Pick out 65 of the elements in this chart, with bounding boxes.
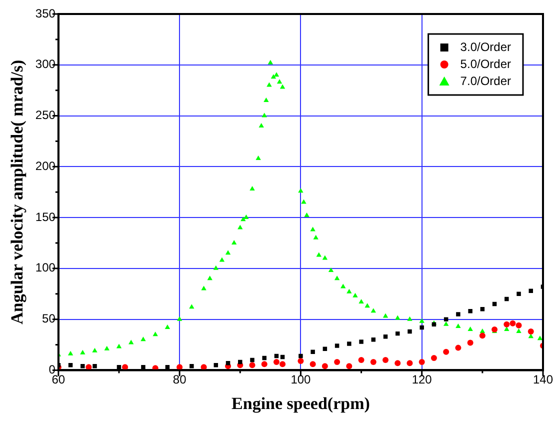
point xyxy=(394,360,401,366)
point xyxy=(510,320,516,326)
x-tick-label: 60 xyxy=(52,372,66,387)
point xyxy=(480,307,485,312)
point xyxy=(455,344,462,351)
y-tick-label: 150 xyxy=(35,210,56,224)
y-tick-label: 50 xyxy=(42,312,56,326)
point xyxy=(310,361,316,368)
point xyxy=(359,340,364,344)
x-tick-label: 80 xyxy=(172,372,187,387)
point xyxy=(382,357,389,364)
point xyxy=(249,362,256,368)
y-tick-label: 350 xyxy=(35,6,56,20)
point xyxy=(141,365,146,370)
point xyxy=(467,340,474,346)
point xyxy=(250,358,254,362)
point xyxy=(346,363,352,370)
point xyxy=(479,332,486,339)
point xyxy=(444,317,448,322)
y-axis-title: Angular velocity amplitude( mrad/s) xyxy=(8,60,27,324)
point xyxy=(261,361,268,368)
point xyxy=(92,364,97,368)
point xyxy=(310,350,315,354)
point xyxy=(406,360,413,366)
point xyxy=(418,359,425,366)
y-tick-label: 250 xyxy=(35,108,56,122)
point xyxy=(358,357,364,364)
point xyxy=(370,359,376,366)
y-tick-label: 200 xyxy=(35,158,56,173)
point xyxy=(334,359,340,366)
y-tick-label: 100 xyxy=(35,260,56,275)
point xyxy=(456,312,460,316)
point xyxy=(80,364,85,368)
point xyxy=(322,363,328,370)
point xyxy=(273,359,280,366)
legend-label: 3.0/Order xyxy=(460,40,512,54)
legend-label: 5.0/Order xyxy=(460,56,512,71)
x-tick-label: 100 xyxy=(290,372,312,387)
point xyxy=(371,338,376,342)
point xyxy=(262,356,266,360)
point xyxy=(516,292,521,296)
point xyxy=(420,325,424,330)
x-tick-label: 120 xyxy=(412,372,432,387)
y-tick-label: 300 xyxy=(35,57,56,72)
point xyxy=(528,328,534,335)
x-tick-label: 140 xyxy=(532,372,554,387)
legend-label: 7.0/Order xyxy=(460,74,512,88)
point xyxy=(280,361,286,368)
point xyxy=(298,354,303,358)
point xyxy=(347,342,352,346)
point xyxy=(528,288,534,293)
point xyxy=(334,344,340,348)
point xyxy=(238,360,242,364)
point xyxy=(468,309,472,314)
point xyxy=(430,354,437,361)
point xyxy=(190,364,194,368)
point xyxy=(322,346,328,351)
point xyxy=(516,322,522,328)
point xyxy=(504,296,509,302)
point xyxy=(504,321,510,328)
point xyxy=(298,358,304,364)
point xyxy=(443,348,450,355)
point xyxy=(492,326,498,332)
x-axis-title: Engine speed(rpm) xyxy=(232,394,370,414)
point xyxy=(408,329,412,334)
